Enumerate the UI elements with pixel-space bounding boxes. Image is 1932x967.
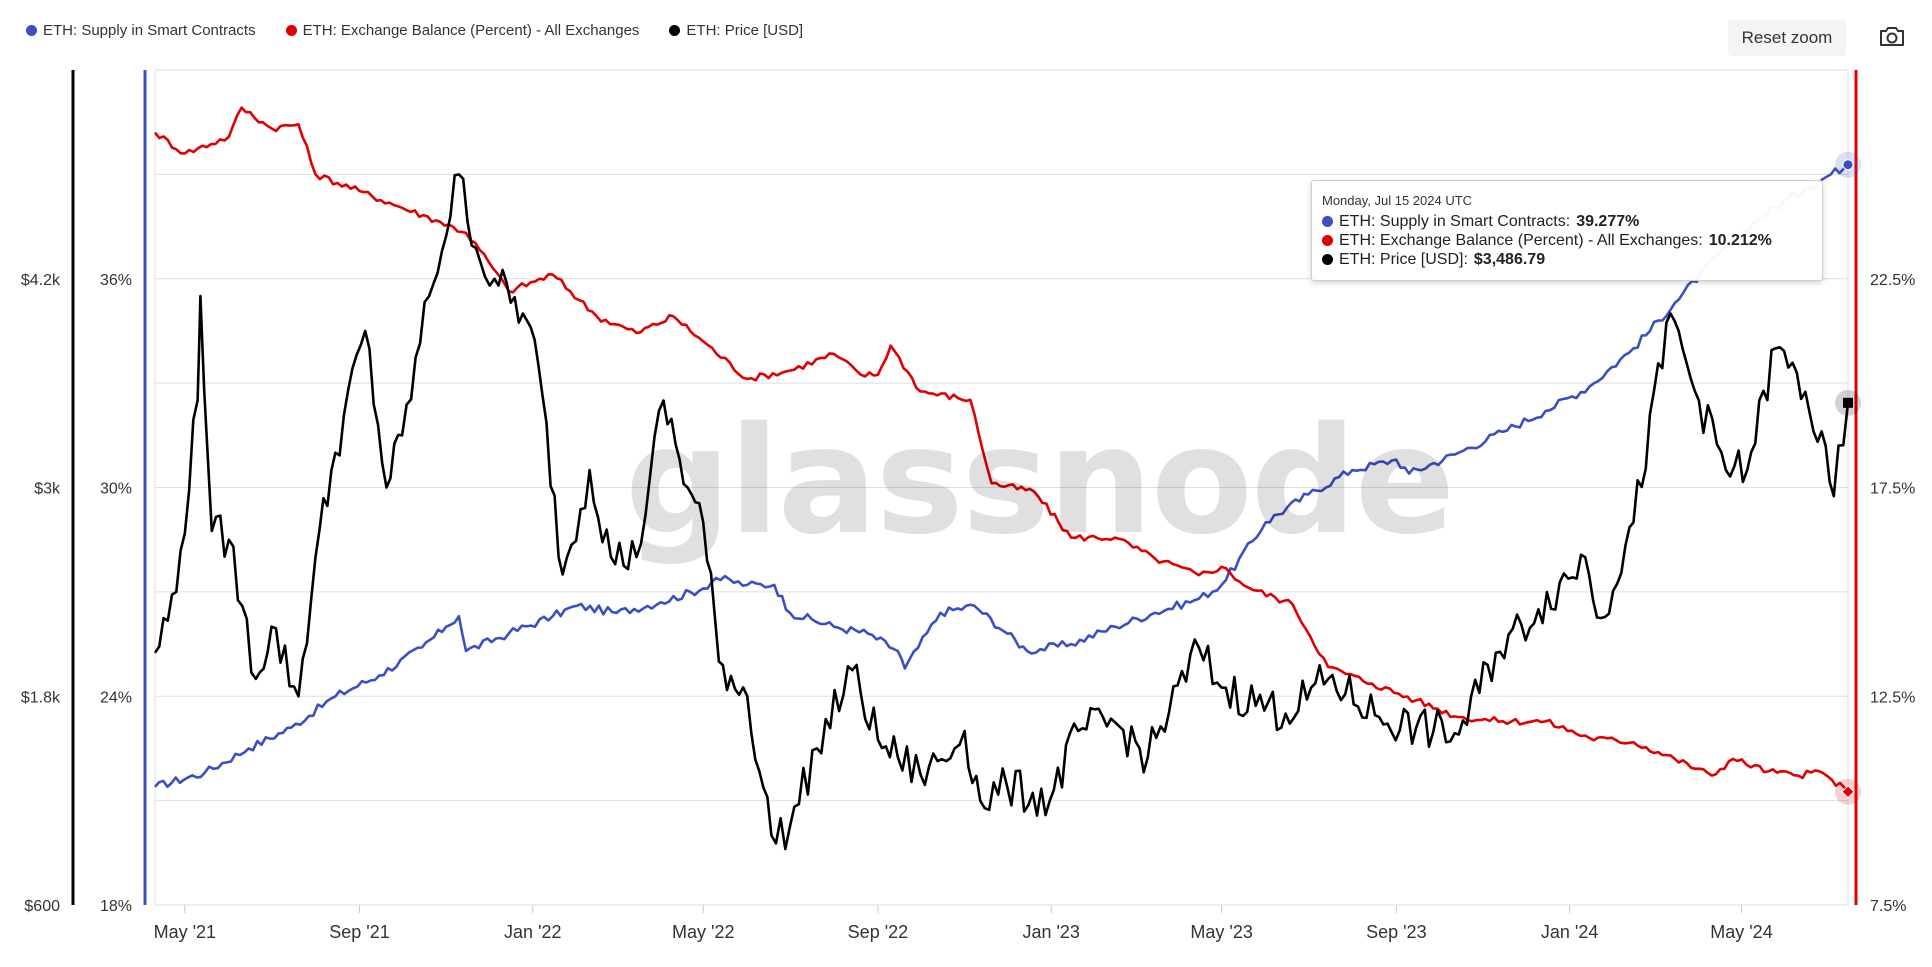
legend-dot-icon [26,25,37,36]
x-tick-label: Jan '22 [504,922,561,942]
hover-marker-circle [1842,159,1854,171]
x-tick-label: May '22 [672,922,734,942]
legend-dot-icon [285,25,297,36]
tooltip-label: ETH: Price [USD]: [1339,251,1468,268]
x-tick-label: Jan '24 [1541,922,1598,942]
x-tick-label: Sep '21 [329,922,390,942]
tooltip-value: 10.212% [1708,232,1772,249]
axes-lines [71,70,1858,905]
legend-item-price[interactable]: ETH: Price [USD] [669,22,803,39]
tooltip-value: 39.277% [1576,213,1640,230]
tooltip-label: ETH: Supply in Smart Contracts: [1339,213,1571,230]
legend-label: ETH: Price [USD] [686,22,804,39]
tooltip-dot-icon [1322,254,1333,265]
hover-marker-diamond [1841,785,1855,799]
chart-legend: ETH: Supply in Smart Contracts ETH: Exch… [26,22,803,39]
legend-item-exchange-balance[interactable]: ETH: Exchange Balance (Percent) - All Ex… [285,22,640,39]
tooltip-label: ETH: Exchange Balance (Percent) - All Ex… [1339,232,1703,249]
price-tick-label: $4.2k [21,272,61,289]
smart-contracts-tick-label: 36% [100,272,132,289]
x-tick-label: May '24 [1710,922,1772,942]
price-tick-label: $600 [24,898,60,915]
tooltip-date: Monday, Jul 15 2024 UTC [1322,193,1473,208]
price-tick-label: $3k [34,481,61,498]
legend-item-smart-contracts[interactable]: ETH: Supply in Smart Contracts [26,22,256,39]
tooltip-row-exchange-balance: ETH: Exchange Balance (Percent) - All Ex… [1322,231,1812,250]
reset-zoom-button[interactable]: Reset zoom [1728,20,1846,56]
tooltip-row-price: ETH: Price [USD]: $3,486.79 [1322,250,1812,269]
legend-label: ETH: Exchange Balance (Percent) - All Ex… [302,22,640,39]
exchange-balance-tick-label: 7.5% [1870,898,1906,915]
camera-icon[interactable] [1878,24,1906,50]
smart-contracts-tick-label: 30% [100,481,132,498]
x-tick-label: Sep '22 [848,922,909,942]
x-tick-label: May '23 [1190,922,1252,942]
exchange-balance-tick-label: 22.5% [1870,272,1915,289]
tooltip: Monday, Jul 15 2024 UTC ETH: Supply in S… [1311,180,1823,281]
legend-label: ETH: Supply in Smart Contracts [43,22,256,39]
tooltip-dot-icon [1322,235,1333,246]
tooltip-row-smart-contracts: ETH: Supply in Smart Contracts: 39.277% [1322,212,1812,231]
grid-lines [154,69,1849,906]
tooltip-value: $3,486.79 [1473,251,1546,268]
exchange-balance-tick-label: 17.5% [1870,481,1915,498]
series-line-1 [153,106,1849,793]
hover-marker-square [1843,397,1853,408]
x-tick-label: Jan '23 [1022,922,1079,942]
hover-markers [1835,151,1861,805]
series-line-0 [154,163,1849,789]
x-tick-label: May '21 [154,922,216,942]
exchange-balance-tick-label: 12.5% [1870,689,1915,706]
x-tick-label: Sep '23 [1366,922,1427,942]
smart-contracts-tick-label: 18% [100,898,132,915]
price-tick-label: $1.8k [21,689,61,706]
legend-dot-icon [669,25,681,36]
series-lines [153,106,1850,851]
smart-contracts-tick-label: 24% [100,689,132,706]
tooltip-dot-icon [1322,216,1333,227]
tick-labels: $600 $1.8k $3k $4.2k 18% 24% 30% 36% 7.5% 12.5% 17… [21,272,1916,942]
series-line-2 [153,173,1850,851]
